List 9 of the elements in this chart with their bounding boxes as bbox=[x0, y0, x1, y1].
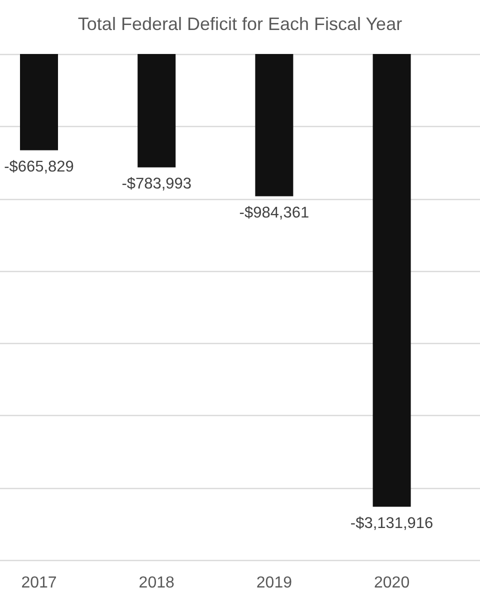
x-tick-label: 2020 bbox=[374, 574, 410, 592]
chart-title: Total Federal Deficit for Each Fiscal Year bbox=[78, 14, 402, 34]
data-label: -$984,361 bbox=[239, 204, 310, 222]
x-tick-label: 2019 bbox=[256, 574, 292, 592]
data-label: -$3,131,916 bbox=[350, 514, 434, 532]
x-tick-label: 2018 bbox=[138, 574, 174, 592]
x-tick-label: 2017 bbox=[21, 574, 57, 592]
data-label: -$665,829 bbox=[4, 158, 74, 176]
data-label: -$783,993 bbox=[122, 175, 192, 192]
